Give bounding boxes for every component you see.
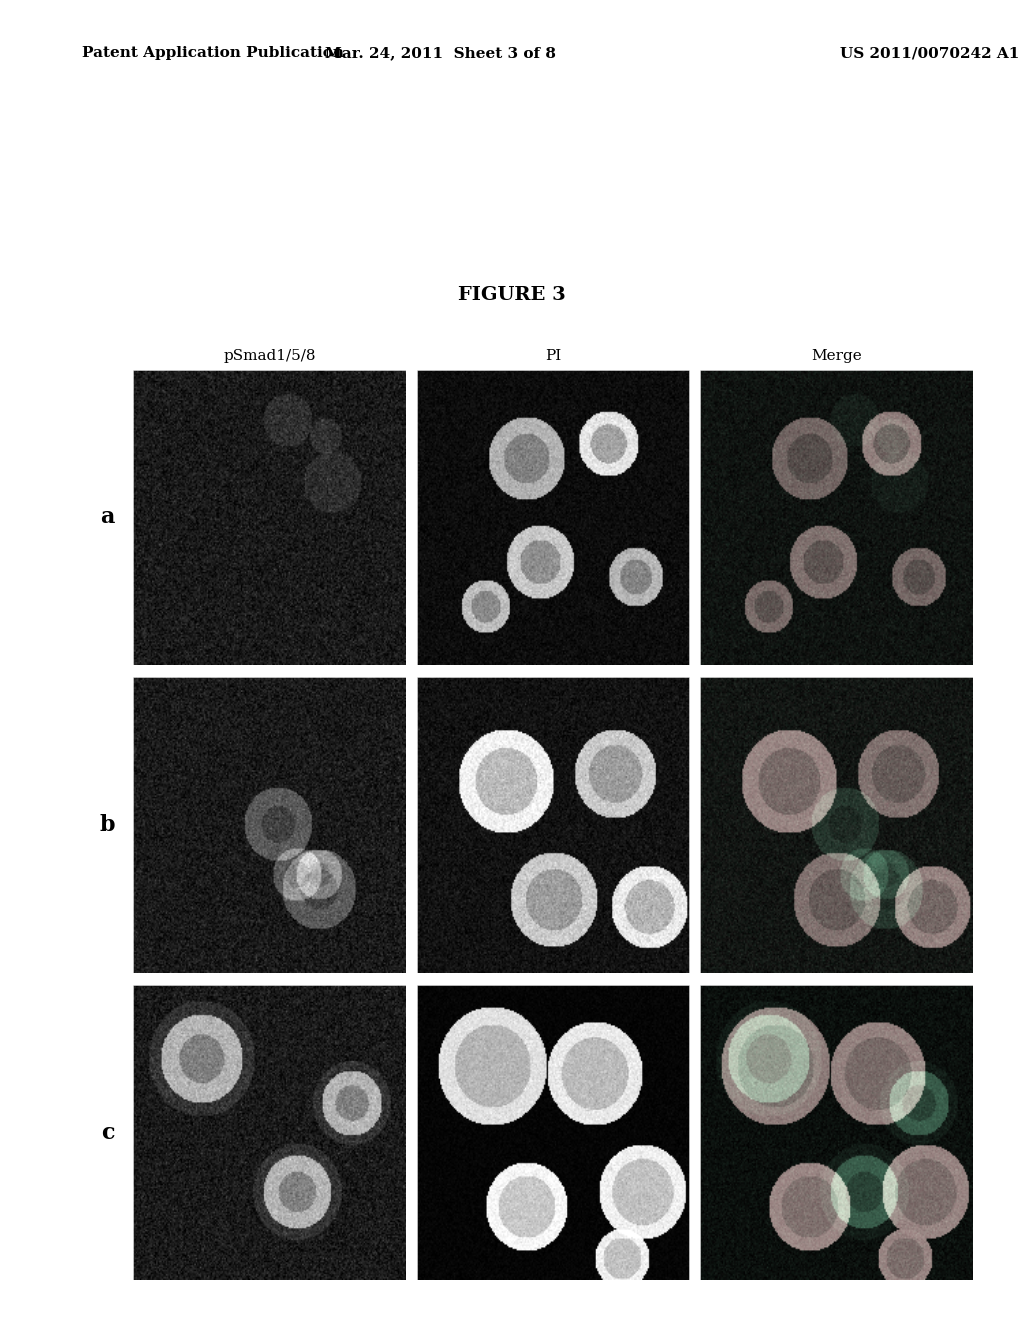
Text: Patent Application Publication: Patent Application Publication — [82, 46, 344, 61]
Text: US 2011/0070242 A1: US 2011/0070242 A1 — [840, 46, 1019, 61]
Text: FIGURE 3: FIGURE 3 — [458, 285, 566, 304]
Text: b: b — [99, 814, 116, 836]
Text: c: c — [100, 1122, 115, 1143]
Text: pSmad1/5/8: pSmad1/5/8 — [223, 348, 315, 363]
Text: a: a — [100, 507, 115, 528]
Text: Merge: Merge — [811, 348, 862, 363]
Text: PI: PI — [545, 348, 561, 363]
Text: Mar. 24, 2011  Sheet 3 of 8: Mar. 24, 2011 Sheet 3 of 8 — [325, 46, 556, 61]
